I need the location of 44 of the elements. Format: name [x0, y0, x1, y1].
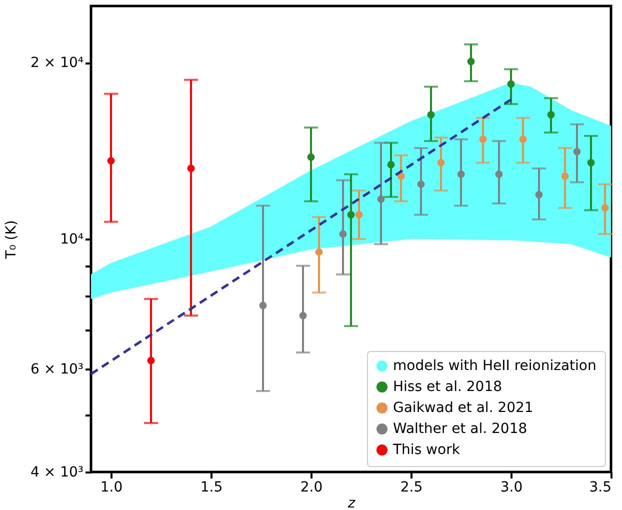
point [535, 191, 543, 198]
x-axis-title: z [346, 496, 356, 510]
x-tick-label: 3.5 [589, 480, 612, 496]
point [339, 230, 347, 238]
point [307, 153, 315, 161]
y-tick-label: 10⁴ [60, 232, 84, 248]
legend-label: Gaikwad et al. 2021 [393, 400, 534, 416]
point [299, 312, 307, 320]
point [479, 136, 487, 144]
point [457, 170, 465, 178]
x-tick-label: 1.5 [200, 480, 223, 496]
point [147, 356, 155, 364]
legend-label: This work [392, 442, 461, 458]
point [547, 111, 555, 118]
legend-label: models with HeII reionization [393, 358, 596, 374]
x-tick-label: 3.0 [500, 480, 523, 496]
point [519, 136, 527, 144]
point [601, 204, 609, 212]
point [377, 195, 385, 203]
y-tick-label: 4 × 10³ [30, 464, 84, 480]
y-tick-label: 2 × 10⁴ [30, 55, 84, 72]
y-tick-label: 6 × 10³ [30, 361, 84, 378]
point [427, 111, 435, 118]
point [355, 211, 363, 218]
point [417, 180, 425, 188]
point [561, 172, 569, 180]
point [347, 211, 355, 218]
x-tick-label: 2.0 [300, 480, 323, 496]
point [259, 302, 267, 310]
legend-label: Hiss et al. 2018 [393, 379, 502, 395]
y-axis-title: T₀ (K) [4, 220, 20, 260]
point [573, 148, 581, 156]
point [387, 160, 395, 168]
point [437, 158, 445, 166]
point [507, 80, 515, 88]
point [495, 170, 503, 178]
point [467, 58, 475, 66]
point [315, 248, 323, 256]
point [587, 158, 595, 166]
x-tick-label: 2.5 [400, 480, 423, 496]
point [187, 164, 195, 172]
legend-label: Walther et al. 2018 [393, 421, 528, 437]
x-tick-label: 1.0 [100, 480, 123, 496]
point [107, 157, 115, 165]
